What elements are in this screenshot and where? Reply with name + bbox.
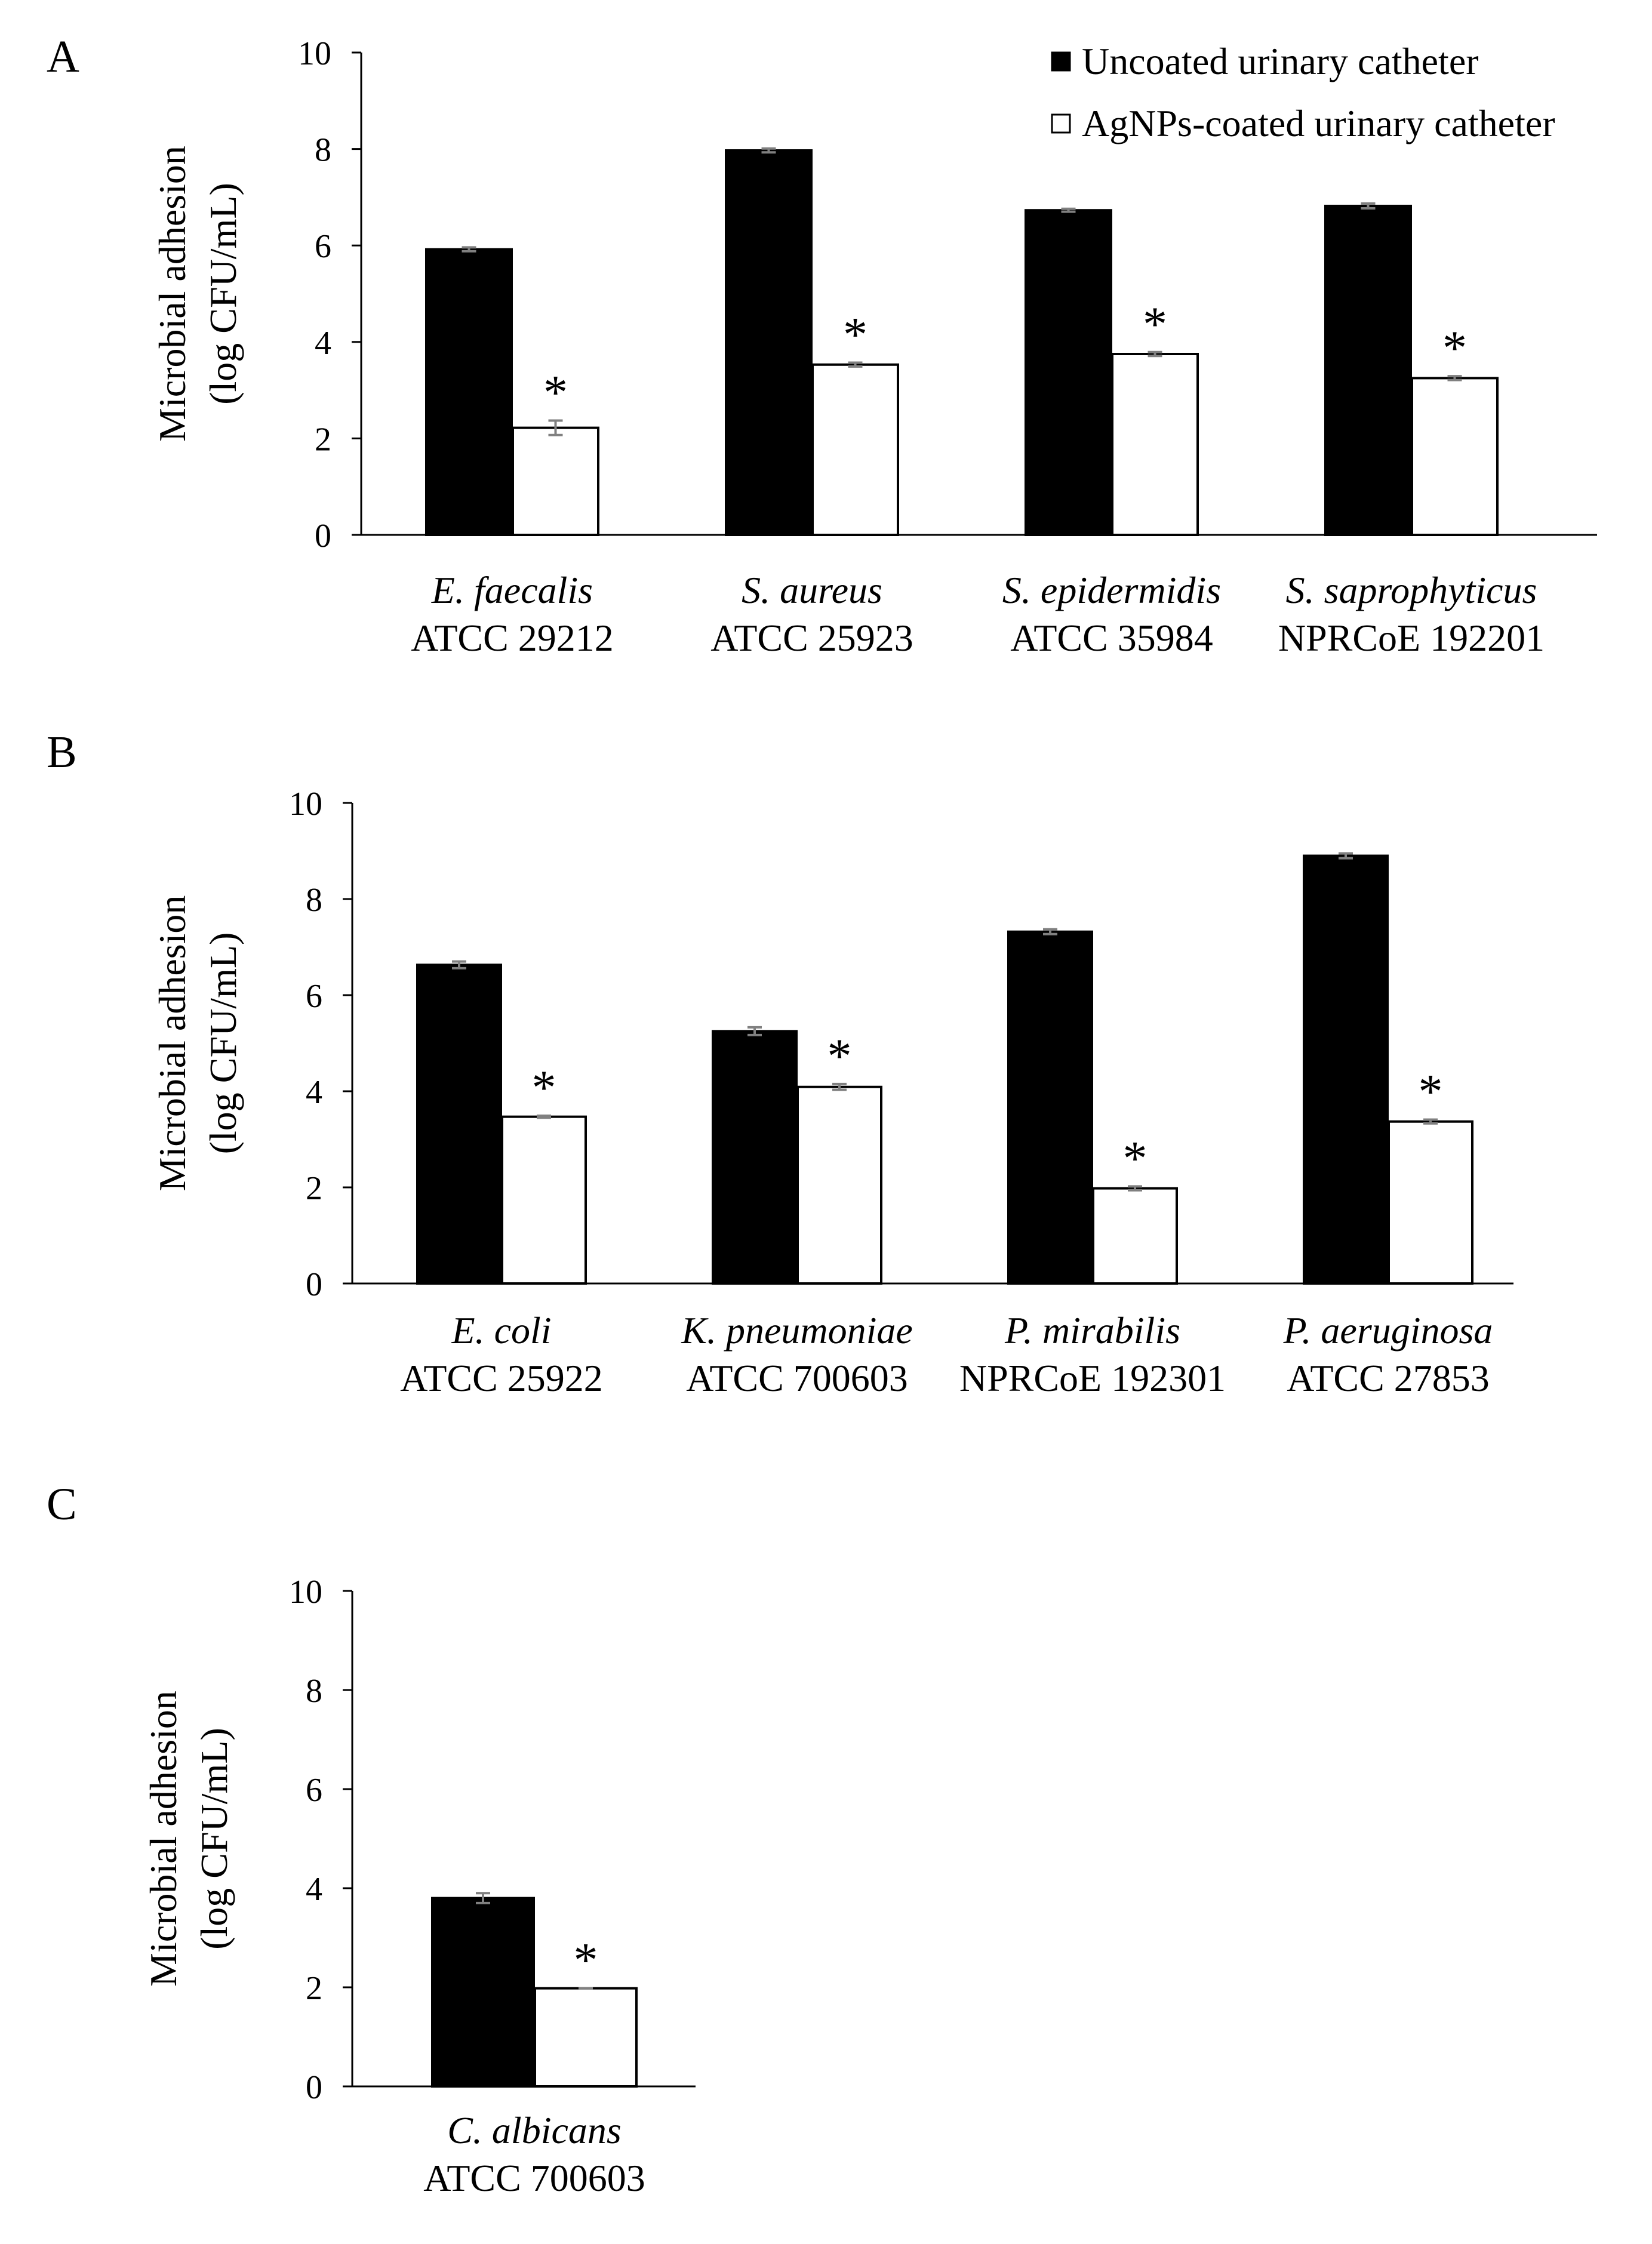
panel-b-ytick-label: 2 — [306, 1170, 322, 1207]
panel-a-category-strain-4: NPRCoE 192201 — [1278, 617, 1545, 659]
panel-b-bar-coated-4 — [1388, 1120, 1473, 1285]
panel-c-significance-star-1: * — [574, 1933, 598, 1987]
panel-b-bar-uncoated-4 — [1303, 854, 1389, 1285]
panel-b-category-strain-2: ATCC 700603 — [686, 1357, 908, 1399]
panel-a-significance-star-4: * — [1442, 321, 1467, 375]
legend-label-uncoated: Uncoated urinary catheter — [1082, 40, 1479, 82]
panel-a-category-strain-1: ATCC 29212 — [411, 617, 614, 659]
panel-a-category-species-4: S. saprophyticus — [1286, 569, 1537, 611]
panel-b-category-strain-3: NPRCoE 192301 — [959, 1357, 1226, 1399]
panel-b-significance-star-4: * — [1419, 1064, 1443, 1118]
panel-b-category-strain-4: ATCC 27853 — [1287, 1357, 1490, 1399]
panel-a-ylabel-line1: Microbial adhesion — [151, 146, 193, 442]
panel-b-ylabel-line2: (log CFU/mL) — [202, 932, 244, 1155]
panel-c-category-strain-1: ATCC 700603 — [423, 2157, 645, 2199]
panel-a-ytick-label: 0 — [315, 518, 331, 555]
panel-b-bar-coated-1 — [501, 1115, 587, 1285]
panel-a-ytick-label: 6 — [315, 228, 331, 265]
panel-a-ylabel-line2: (log CFU/mL) — [202, 183, 244, 405]
panel-b-category-strain-1: ATCC 25922 — [400, 1357, 603, 1399]
panel-b-category-species-1: E. coli — [451, 1309, 551, 1352]
panel-b-ytick-label: 4 — [306, 1074, 322, 1111]
legend-label-coated: AgNPs-coated urinary catheter — [1082, 102, 1555, 144]
panel-a-significance-star-2: * — [843, 307, 867, 362]
panel-a-significance-star-1: * — [543, 365, 568, 420]
panel-a-ytick-label: 8 — [315, 132, 331, 169]
panel-a-label: A — [47, 32, 79, 82]
panel-b-bar-uncoated-3 — [1007, 930, 1093, 1285]
panel-a-bar-uncoated-2 — [725, 149, 813, 537]
panel-c-ytick-label: 0 — [306, 2069, 322, 2106]
panel-b-category-species-2: K. pneumoniae — [681, 1309, 913, 1352]
panel-c-ylabel-line2: (log CFU/mL) — [193, 1728, 235, 1950]
panel-a-bar-uncoated-1 — [425, 248, 513, 536]
panel-b-bar-coated-2 — [796, 1085, 882, 1285]
panel-b-significance-star-3: * — [1123, 1131, 1148, 1185]
panel-a-category-strain-3: ATCC 35984 — [1010, 617, 1213, 659]
panel-a-bar-uncoated-3 — [1025, 209, 1112, 536]
panel-c-ytick-label: 10 — [289, 1574, 322, 1611]
panel-a-bar-uncoated-4 — [1324, 204, 1412, 537]
panel-a-ytick-label: 10 — [298, 35, 331, 72]
panel-b-bar-coated-3 — [1092, 1187, 1178, 1285]
panel-c-ylabel-line1: Microbial adhesion — [142, 1691, 184, 1987]
panel-b-category-species-4: P. aeruginosa — [1283, 1309, 1493, 1352]
panel-b-category-species-3: P. mirabilis — [1004, 1309, 1180, 1352]
panel-b-bar-uncoated-2 — [712, 1030, 798, 1285]
panel-c-chart: C Microbial adhesion (log CFU/mL) 0 2 4 6 8 10 * C… — [47, 1479, 696, 2199]
panel-c-ytick-label: 2 — [306, 1970, 322, 2007]
panel-b-bar-uncoated-1 — [416, 964, 502, 1285]
panel-c-category-species-1: C. albicans — [447, 2109, 622, 2151]
panel-b-significance-star-2: * — [827, 1029, 852, 1083]
panel-a-category-species-1: E. faecalis — [431, 569, 593, 611]
panel-c-bar-coated-1 — [534, 1987, 638, 2088]
panel-b-chart: B Microbial adhesion (log CFU/mL) 0 2 4 6 8 10 * E… — [47, 727, 1513, 1399]
panel-a-ytick-label: 2 — [315, 421, 331, 458]
panel-a-category-species-2: S. aureus — [742, 569, 882, 611]
panel-c-ytick-label: 6 — [306, 1772, 322, 1809]
panel-a-significance-star-3: * — [1143, 297, 1167, 351]
panel-a-bar-coated-1 — [512, 426, 599, 537]
legend-swatch-coated — [1051, 113, 1071, 134]
panel-b-label: B — [47, 727, 77, 777]
panel-c-ytick-label: 4 — [306, 1871, 322, 1908]
panel-a-category-species-3: S. epidermidis — [1002, 569, 1221, 611]
panel-c-bar-uncoated-1 — [431, 1897, 535, 2088]
panel-b-ytick-label: 0 — [306, 1266, 322, 1303]
panel-b-ytick-label: 8 — [306, 882, 322, 919]
panel-b-ytick-label: 6 — [306, 978, 322, 1015]
panel-c-ytick-label: 8 — [306, 1673, 322, 1710]
panel-b-ylabel-line1: Microbial adhesion — [151, 895, 193, 1192]
panel-b-significance-star-1: * — [532, 1060, 556, 1115]
panel-a-ytick-label: 4 — [315, 325, 331, 362]
legend-swatch-uncoated — [1051, 51, 1071, 72]
panel-c-label: C — [47, 1479, 77, 1529]
panel-b-ytick-label: 10 — [289, 786, 322, 823]
panel-a-category-strain-2: ATCC 25923 — [710, 617, 913, 659]
panel-a-bar-coated-3 — [1111, 353, 1199, 536]
panel-a-bar-coated-4 — [1411, 377, 1499, 537]
panel-a-chart: A Microbial adhesion (log CFU/mL) 0 2 4 6 8 10 * E… — [47, 32, 1597, 659]
panel-a-bar-coated-2 — [811, 363, 899, 536]
legend: Uncoated urinary catheter AgNPs-coated u… — [1051, 40, 1555, 144]
